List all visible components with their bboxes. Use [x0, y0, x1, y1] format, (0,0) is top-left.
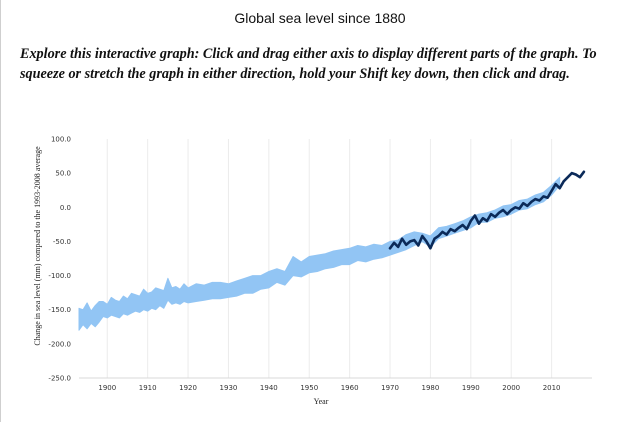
- left-border: [0, 0, 1, 422]
- instructions-text: Explore this interactive graph: Click an…: [20, 46, 597, 82]
- y-tick-label: 50.0: [55, 170, 71, 178]
- y-tick-label: -150.0: [48, 306, 71, 314]
- grid-lines: [106, 139, 553, 378]
- plot-area: [78, 170, 586, 331]
- x-tick-label: 2000: [502, 384, 520, 392]
- y-tick-label: -100.0: [48, 272, 71, 280]
- x-tick-label: 2010: [543, 384, 561, 392]
- x-tick-label: 1990: [462, 384, 480, 392]
- y-tick-label: 100.0: [51, 136, 71, 144]
- y-tick-label: 0.0: [60, 204, 71, 212]
- y-tick-label: -250.0: [48, 375, 71, 383]
- y-tick-label: -200.0: [48, 340, 71, 348]
- x-tick-label: 1920: [179, 384, 197, 392]
- x-tick-label: 1950: [300, 384, 318, 392]
- x-axis[interactable]: 1900 1910 1920 1930 1940 1950 1960 1970 1980 1990…: [79, 377, 592, 392]
- x-tick-label: 1960: [341, 384, 359, 392]
- page-title: Global sea level since 1880: [234, 10, 406, 26]
- x-tick-label: 1940: [260, 384, 278, 392]
- x-tick-label: 1930: [220, 384, 238, 392]
- tide-gauge-series-band: [78, 176, 561, 331]
- y-axis-title: Change in sea level (mm) compared to the…: [33, 146, 42, 346]
- satellite-series-line: [388, 170, 586, 250]
- y-axis[interactable]: 100.0 50.0 0.0 -50.0 -100.0 -150.0 -200.0 -250.…: [48, 136, 71, 383]
- y-tick-label: -50.0: [53, 238, 71, 246]
- x-tick-label: 1980: [422, 384, 440, 392]
- x-tick-label: 1900: [98, 384, 116, 392]
- x-tick-label: 1970: [381, 384, 399, 392]
- x-tick-label: 1910: [139, 384, 157, 392]
- x-axis-title: Year: [314, 397, 329, 406]
